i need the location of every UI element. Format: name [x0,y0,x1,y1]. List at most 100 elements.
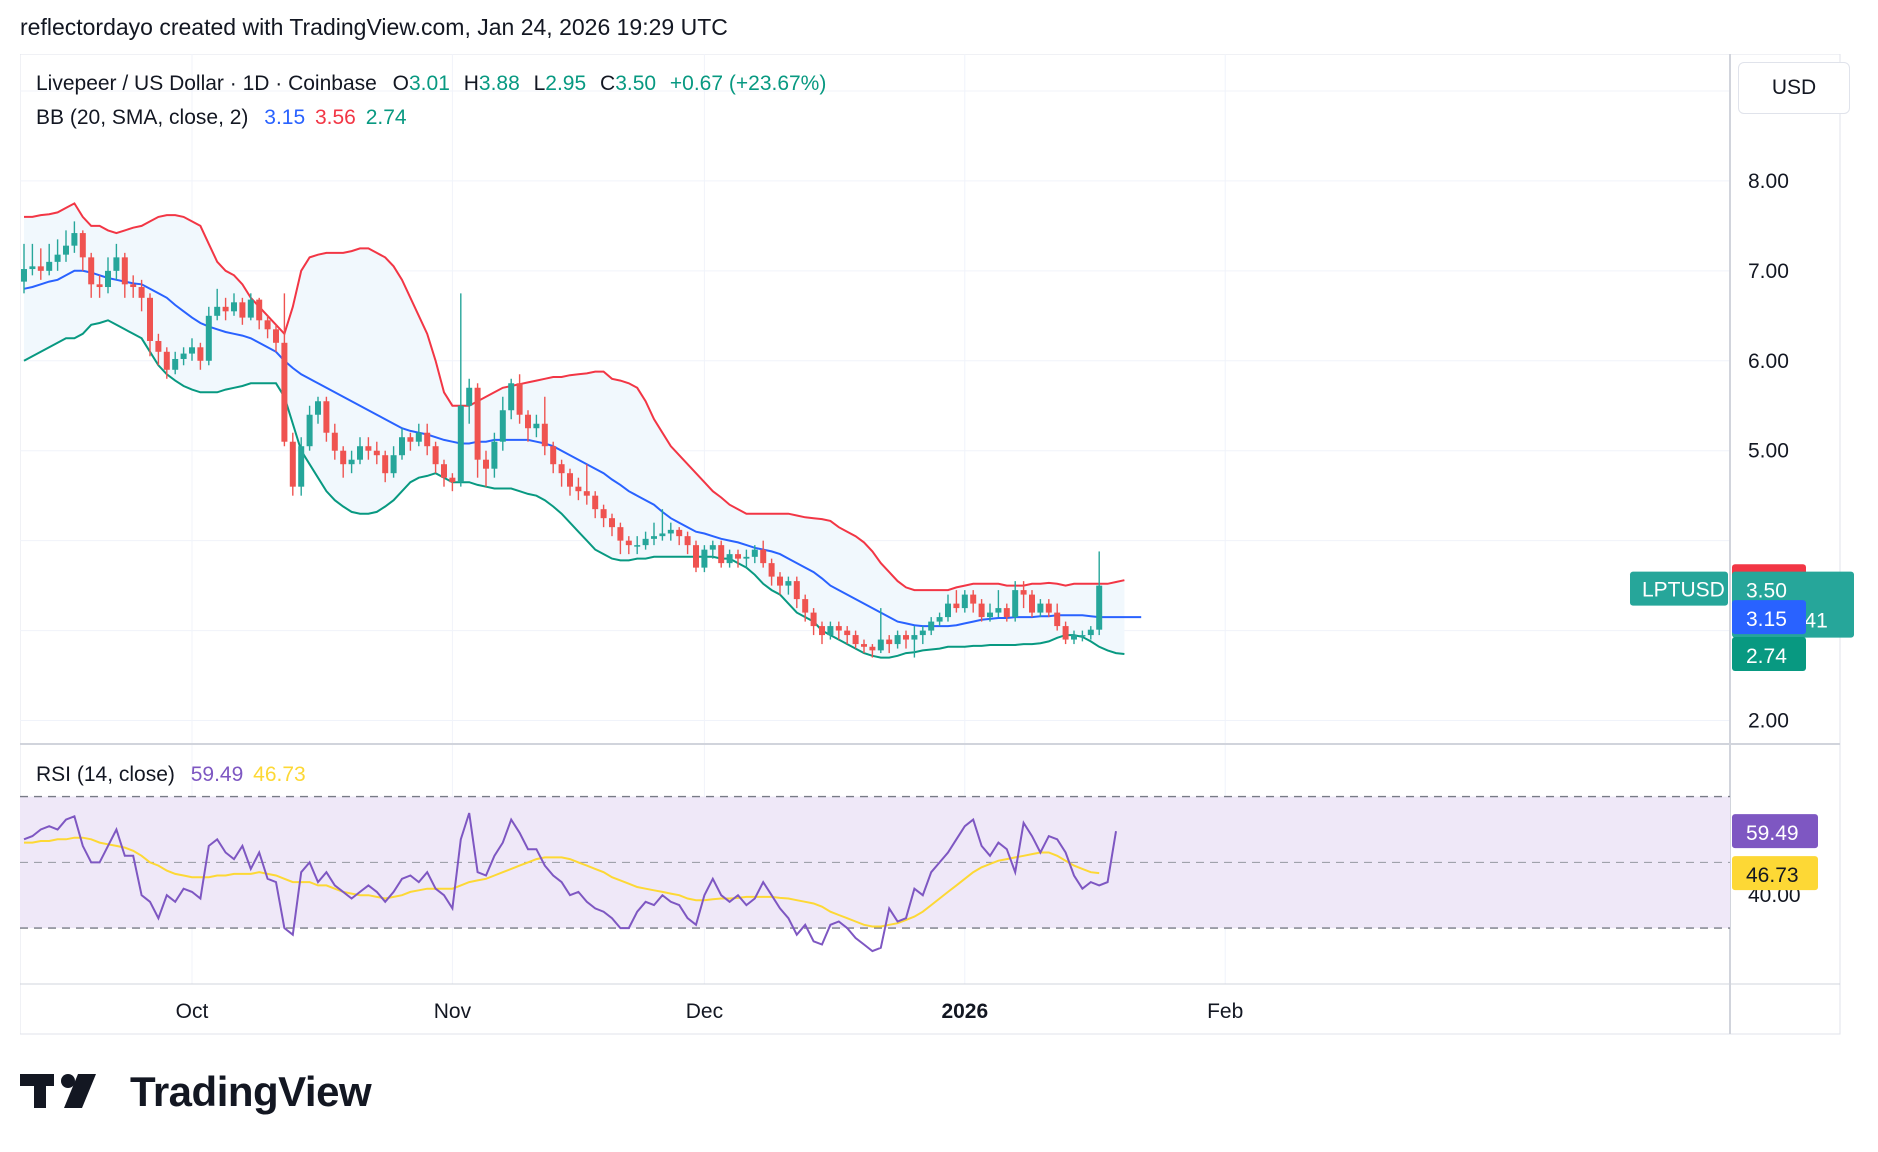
candle-body [676,529,683,537]
candle-body [953,603,960,609]
candle-body [634,545,641,547]
candle-body [499,410,506,442]
candle [21,243,27,294]
candle [793,576,800,609]
candle [390,446,397,478]
candle [298,437,305,496]
candle [726,549,733,568]
candle [760,540,767,568]
candle-body [1020,590,1027,595]
candle [659,509,666,541]
candle-body [970,594,977,604]
candle-body [96,284,103,288]
candle-body [21,269,27,282]
candle [474,383,481,478]
tradingview-logo-icon [20,1074,96,1108]
candle [877,608,884,654]
rsi-value-badge: 59.49 [1732,814,1818,849]
candle-body [903,635,909,640]
bb-basis-badge-text: 3.15 [1746,608,1787,631]
rsi-line [23,812,1117,953]
tradingview-logo: TradingView [20,1068,372,1116]
candle-body [264,320,271,330]
last-price-badge-text: 3.50 [1746,580,1787,603]
candle [936,612,943,627]
candle-body [491,441,498,469]
candle [919,626,926,645]
candle [323,396,330,442]
candle [138,279,145,312]
candle-body [432,446,439,465]
candle [810,608,817,636]
candle-body [256,299,263,321]
candle-body [483,459,489,469]
candle-body [760,549,767,564]
candle [819,621,825,645]
candle-body [222,306,229,312]
chart-frame[interactable]: 2.005.006.007.008.009.0040.00OctNovDec20… [20,54,1860,1044]
candle [121,252,128,298]
candle-body [827,626,834,636]
candle-body [936,617,943,622]
candle [1054,603,1061,631]
candle [130,275,137,298]
rsi-value-badge-bg [1732,814,1818,849]
main-legend: Livepeer / US Dollar · 1D · Coinbase O3.… [36,72,830,96]
bb-lower-badge-text: 2.74 [1746,645,1787,668]
candle [835,621,842,640]
change-value: +0.67 (+23.67%) [669,72,827,95]
candle [642,531,649,550]
candle-body [894,635,901,645]
candle-body [1037,603,1044,613]
candle-body [298,446,305,487]
candle-body [987,612,993,618]
bb-label: BB (20, SMA, close, 2) [36,106,249,129]
candle-body [1045,603,1052,613]
candle-body [289,441,296,487]
candle [348,450,355,474]
candle-body [718,545,725,564]
rsi-ma-badge: 46.73 [1732,856,1818,891]
candle [373,441,380,465]
candle [928,617,935,636]
currency-label: USD [1771,76,1817,99]
rsi-value-badge-text: 59.49 [1746,822,1799,845]
currency-selector[interactable]: USD [1738,62,1850,114]
candle [399,428,405,460]
attribution-text: reflectordayo created with TradingView.c… [20,14,728,40]
candle [945,594,951,622]
candle-body [793,581,800,600]
candle-body [768,563,775,577]
candle [625,536,632,555]
candle [844,626,851,645]
candle [365,437,372,460]
candle [987,603,993,622]
candle-body [357,446,363,460]
bb-basis-badge-bg [1732,600,1806,635]
candle [617,522,624,555]
candle [1037,599,1044,618]
candle [978,599,985,622]
candle [709,540,716,559]
candle [961,590,968,613]
candle-body [466,387,473,406]
candle [1012,581,1019,622]
candle [382,450,389,483]
candle-body [147,297,153,341]
candle [1071,630,1077,645]
candle [113,243,120,280]
candle [256,297,263,330]
candle [903,630,909,649]
candle [894,630,901,649]
candle-body [609,518,615,528]
candle-body [1003,608,1010,618]
candle-body [919,630,926,636]
candle-body [525,414,531,429]
candle [71,221,78,253]
candle-body [373,450,380,456]
candle [147,293,153,357]
candle-body [600,509,607,519]
candle [583,464,590,505]
candle [449,473,456,492]
candle-body [995,608,1002,613]
